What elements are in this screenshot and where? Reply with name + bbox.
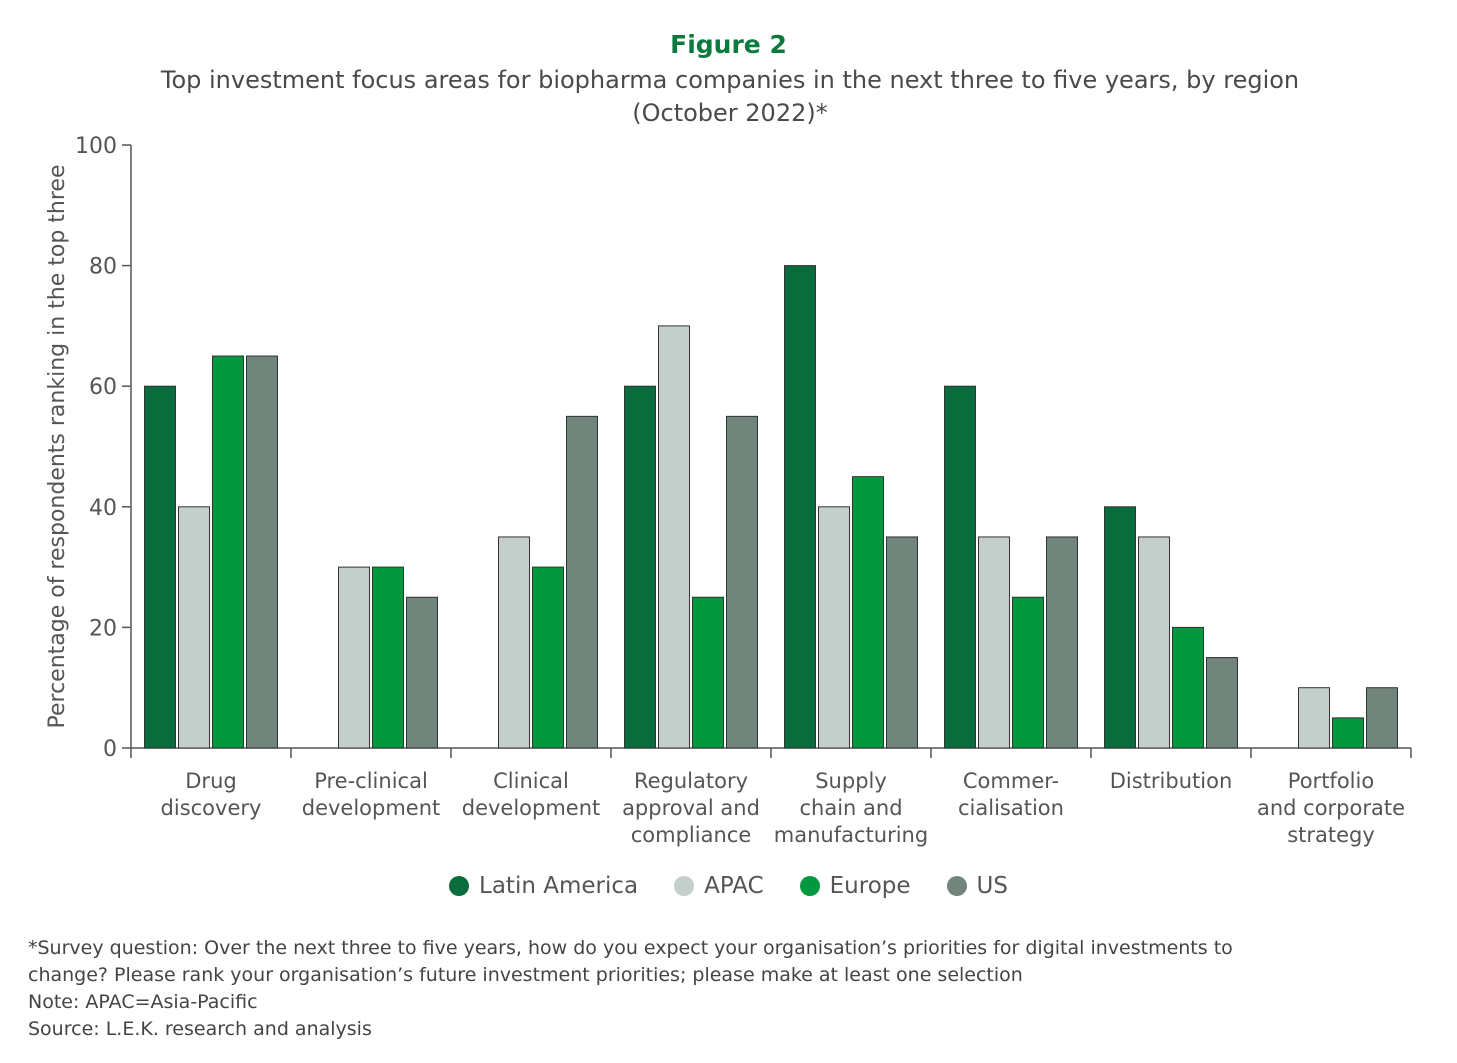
chart-title-line-1: Top investment focus areas for biopharma… — [160, 66, 1300, 94]
x-category-label: Pre-clinical — [314, 769, 428, 793]
bar-europe — [852, 476, 884, 749]
bar-latin-america — [624, 385, 656, 749]
legend-label: APAC — [704, 873, 764, 899]
x-category-label: Clinical — [493, 769, 569, 793]
x-category-label: compliance — [631, 823, 752, 847]
bar-europe — [1172, 626, 1204, 749]
bar-latin-america — [944, 385, 976, 749]
bar-latin-america — [144, 385, 176, 749]
y-tick-label: 60 — [89, 375, 117, 400]
bar-us — [406, 596, 438, 749]
figure-label: Figure 2 — [670, 30, 787, 59]
x-category-label: Portfolio — [1288, 769, 1374, 793]
legend-swatch — [946, 876, 967, 896]
bar-apac — [498, 536, 530, 749]
abbreviation-note: Note: APAC=Asia-Pacific — [28, 991, 258, 1013]
footnotes: *Survey question: Over the next three to… — [28, 935, 1428, 1043]
x-category-label: development — [462, 796, 601, 820]
y-tick-label: 0 — [103, 737, 117, 762]
bar-us — [246, 355, 278, 749]
bar-latin-america — [1104, 506, 1136, 749]
legend-item: Latin America — [449, 873, 638, 899]
x-category-label: development — [302, 796, 441, 820]
bar-europe — [532, 566, 564, 749]
x-category-label: Supply — [815, 769, 887, 793]
bar-us — [886, 536, 918, 749]
bar-europe — [212, 355, 244, 749]
x-category-label: and corporate — [1257, 796, 1405, 820]
y-tick-label: 80 — [89, 255, 117, 280]
bar-us — [1206, 657, 1238, 749]
bar-europe — [1332, 717, 1364, 749]
x-category-label: Drug — [185, 769, 236, 793]
legend-swatch — [799, 876, 820, 896]
y-tick-label: 40 — [89, 496, 117, 521]
x-category-label: Distribution — [1110, 769, 1233, 793]
bar-us — [566, 415, 598, 749]
bar-latin-america — [784, 265, 816, 749]
x-category-label: approval and — [622, 796, 760, 820]
x-category-label: cialisation — [958, 796, 1064, 820]
chart-legend: Latin America APAC Europe US — [0, 873, 1457, 899]
legend-item: Europe — [799, 873, 911, 899]
legend-item: APAC — [674, 873, 764, 899]
bar-apac — [178, 506, 210, 749]
survey-question-line-1: *Survey question: Over the next three to… — [28, 937, 1233, 959]
bar-apac — [338, 566, 370, 749]
x-category-label: discovery — [161, 796, 262, 820]
legend-swatch — [674, 876, 695, 896]
x-category-label: strategy — [1287, 823, 1375, 847]
source-note: Source: L.E.K. research and analysis — [28, 1018, 372, 1040]
chart-title-line-2: (October 2022)* — [632, 99, 828, 127]
bar-apac — [658, 325, 690, 749]
x-category-label: chain and — [799, 796, 902, 820]
bar-us — [1366, 687, 1398, 749]
x-category-label: manufacturing — [774, 823, 928, 847]
bar-europe — [372, 566, 404, 749]
bar-apac — [1138, 536, 1170, 749]
y-axis-title: Percentage of respondents ranking in the… — [45, 164, 70, 728]
x-category-label: Regulatory — [634, 769, 748, 793]
legend-item: US — [946, 873, 1008, 899]
y-tick-label: 100 — [75, 134, 117, 159]
legend-label: US — [976, 873, 1008, 899]
bar-apac — [1298, 687, 1330, 749]
survey-question-line-2: change? Please rank your organisation’s … — [28, 964, 1023, 986]
x-category-label: Commer- — [963, 769, 1059, 793]
bar-us — [726, 415, 758, 749]
legend-label: Europe — [829, 873, 911, 899]
bar-apac — [818, 506, 850, 749]
bar-us — [1046, 536, 1078, 749]
legend-swatch — [449, 876, 470, 896]
y-tick-label: 20 — [89, 616, 117, 641]
chart-title: Top investment focus areas for biopharma… — [60, 64, 1400, 130]
bar-europe — [692, 596, 724, 749]
legend-label: Latin America — [479, 873, 639, 899]
bar-apac — [978, 536, 1010, 749]
bar-europe — [1012, 596, 1044, 749]
